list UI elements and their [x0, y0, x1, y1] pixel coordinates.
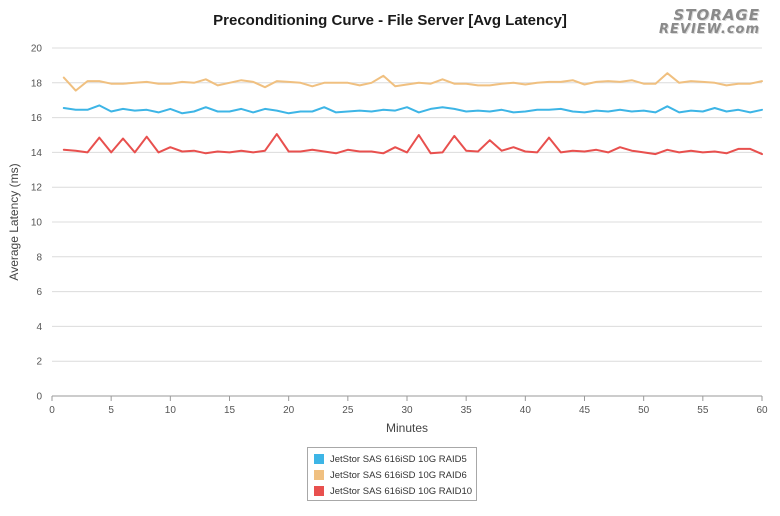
y-tick-label: 16 [31, 113, 43, 124]
series-line-1 [62, 104, 763, 115]
chart-legend: JetStor SAS 616iSD 10G RAID5 JetStor SAS … [307, 447, 477, 501]
series-line-2 [62, 72, 763, 92]
y-tick-label: 10 [31, 218, 43, 229]
x-tick-label: 50 [638, 405, 650, 416]
y-axis-label: Average Latency (ms) [7, 163, 21, 280]
legend-label: JetStor SAS 616iSD 10G RAID5 [330, 453, 467, 465]
y-tick-label: 2 [36, 357, 42, 368]
legend-label: JetStor SAS 616iSD 10G RAID10 [330, 485, 473, 497]
legend-item: JetStor SAS 616iSD 10G RAID10 [314, 483, 476, 499]
y-tick-label: 4 [36, 322, 42, 333]
x-tick-label: 25 [342, 405, 354, 416]
x-tick-label: 40 [520, 405, 532, 416]
y-tick-label: 12 [31, 183, 43, 194]
y-tick-label: 6 [36, 287, 42, 298]
y-tick-label: 20 [31, 44, 43, 55]
x-tick-label: 15 [224, 405, 236, 416]
x-tick-label: 60 [756, 405, 768, 416]
legend-swatch [314, 470, 324, 480]
logo-line-1: STORAGE [673, 6, 760, 24]
legend-swatch [314, 486, 324, 496]
x-tick-label: 30 [401, 405, 413, 416]
x-tick-label: 10 [165, 405, 177, 416]
legend-item: JetStor SAS 616iSD 10G RAID6 [314, 467, 476, 483]
legend-swatch [314, 454, 324, 464]
chart-title: Preconditioning Curve - File Server [Avg… [213, 12, 567, 29]
y-tick-label: 8 [36, 252, 42, 263]
x-tick-label: 45 [579, 405, 591, 416]
x-tick-label: 0 [49, 405, 55, 416]
y-tick-label: 18 [31, 78, 43, 89]
legend-item: JetStor SAS 616iSD 10G RAID5 [314, 451, 476, 467]
x-tick-label: 20 [283, 405, 295, 416]
storage-review-logo: STORAGE REVIEW.com [642, 6, 760, 40]
legend-label: JetStor SAS 616iSD 10G RAID6 [330, 469, 467, 481]
x-tick-label: 35 [461, 405, 473, 416]
y-tick-label: 0 [36, 392, 42, 403]
series-line-3 [62, 133, 763, 156]
x-tick-label: 55 [697, 405, 709, 416]
y-tick-label: 14 [31, 148, 43, 159]
logo-line-2: REVIEW.com [659, 22, 760, 37]
x-tick-label: 5 [108, 405, 114, 416]
x-axis-label: Minutes [386, 421, 428, 435]
latency-line-chart: 0 2 4 6 8 10 12 14 16 18 20 0 5 10 15 20 25 30 35 40 45 50 55 6… [7, 44, 768, 436]
